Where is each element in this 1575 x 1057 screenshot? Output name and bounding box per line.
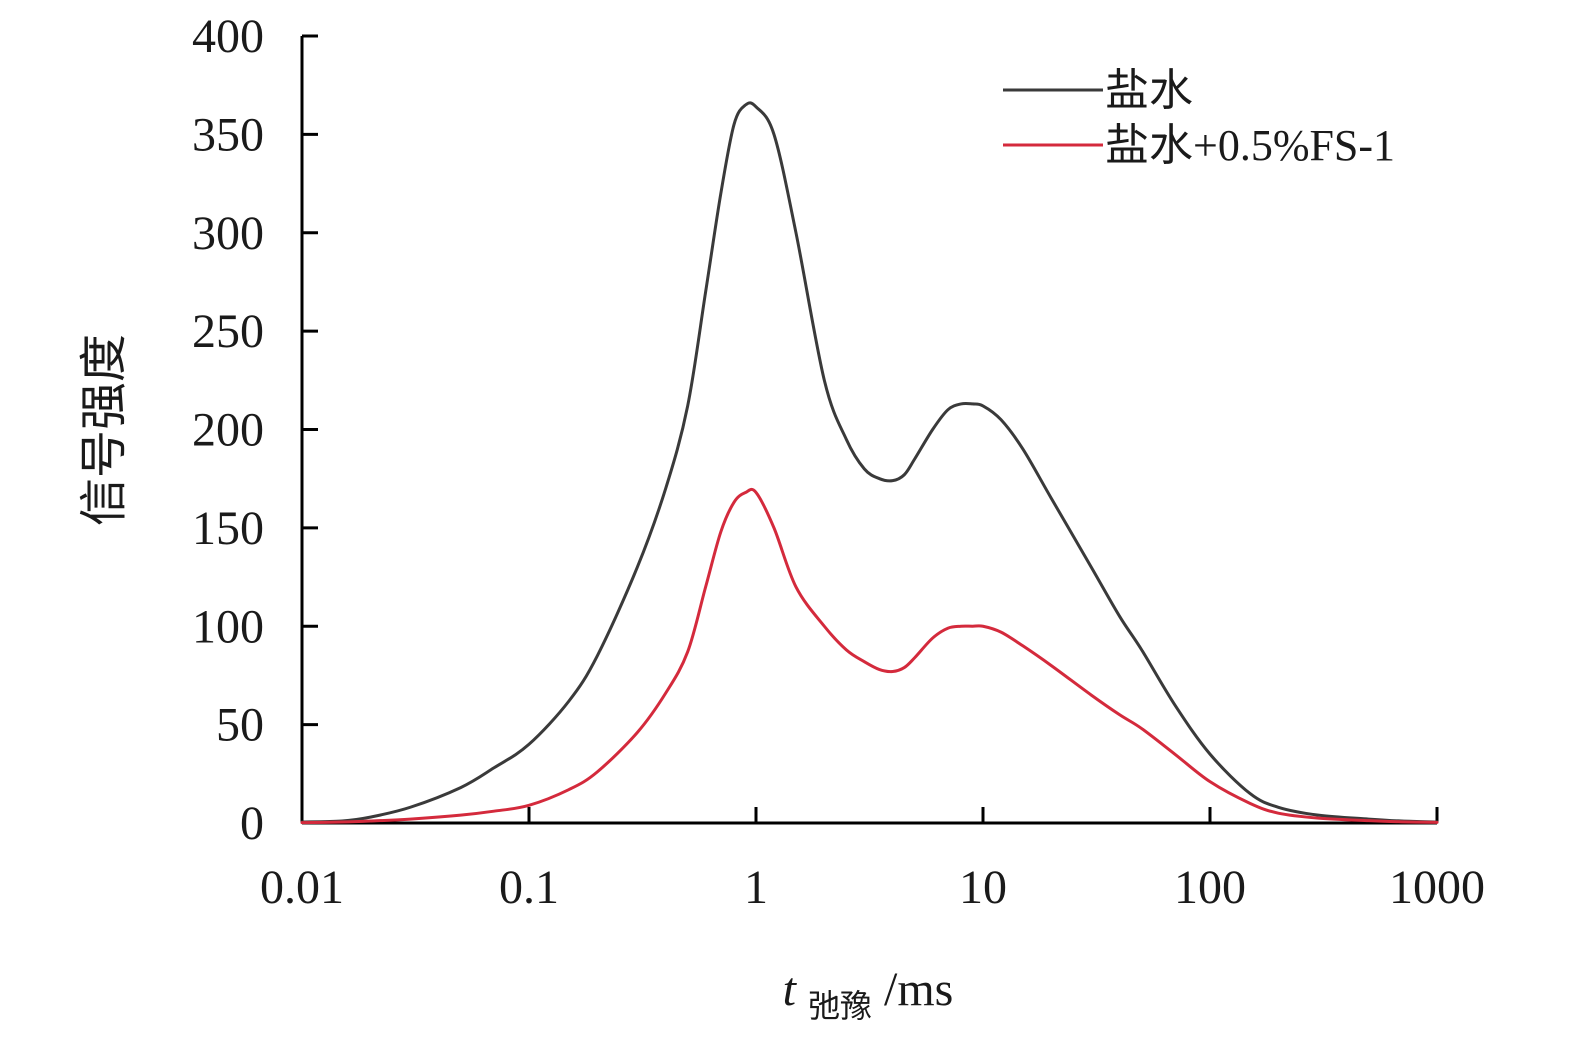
x-ticks: 0.01 0.1 1 10 100 1000 bbox=[260, 807, 1485, 914]
y-axis-title: 信号强度 bbox=[78, 334, 131, 526]
y-tick-label: 50 bbox=[216, 699, 264, 752]
y-tick-label: 100 bbox=[192, 600, 264, 653]
x-tick-label: 10 bbox=[959, 861, 1007, 914]
y-ticks: 0 50 100 150 200 250 300 350 400 bbox=[192, 10, 318, 850]
x-axis-title-unit: /ms bbox=[884, 963, 953, 1016]
x-axis-title: t 弛豫 /ms bbox=[783, 963, 954, 1028]
series-lines bbox=[300, 101, 1439, 825]
y-tick-label: 300 bbox=[192, 207, 264, 260]
x-tick-label: 100 bbox=[1174, 861, 1246, 914]
y-tick-label: 400 bbox=[192, 10, 264, 63]
y-tick-label: 150 bbox=[192, 502, 264, 555]
x-axis-title-subscript: 弛豫 bbox=[808, 988, 872, 1024]
y-tick-label: 250 bbox=[192, 305, 264, 358]
y-tick-label: 350 bbox=[192, 108, 264, 161]
x-axis-title-main: t bbox=[783, 963, 798, 1016]
legend-label: 盐水 bbox=[1105, 66, 1193, 115]
x-tick-label: 0.01 bbox=[260, 861, 344, 914]
series-line-1 bbox=[300, 101, 1439, 824]
series-line-2 bbox=[300, 487, 1439, 825]
y-tick-label: 200 bbox=[192, 404, 264, 457]
legend-label: 盐水+0.5%FS-1 bbox=[1105, 121, 1395, 170]
y-tick-label: 0 bbox=[240, 797, 264, 850]
x-tick-label: 1 bbox=[744, 861, 768, 914]
x-tick-label: 1000 bbox=[1389, 861, 1485, 914]
x-tick-label: 0.1 bbox=[499, 861, 559, 914]
